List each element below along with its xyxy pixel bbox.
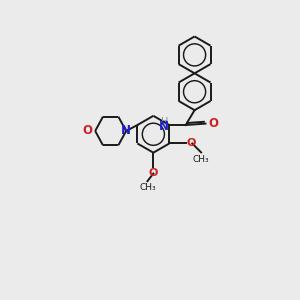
- Text: N: N: [121, 124, 131, 137]
- Text: CH₃: CH₃: [193, 155, 209, 164]
- Text: O: O: [208, 117, 219, 130]
- Text: O: O: [149, 167, 158, 178]
- Text: CH₃: CH₃: [139, 183, 156, 192]
- Text: O: O: [186, 139, 196, 148]
- Text: H: H: [161, 117, 168, 127]
- Text: O: O: [83, 124, 93, 137]
- Text: N: N: [158, 120, 168, 133]
